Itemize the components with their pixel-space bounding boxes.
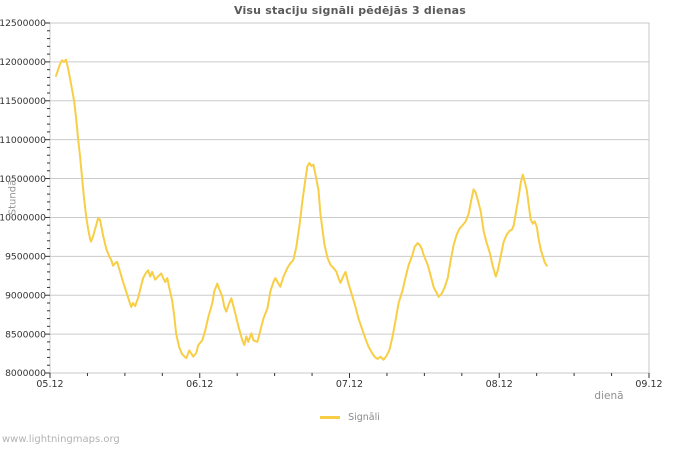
y-tick-label: 9000000 (5, 290, 46, 301)
y-axis-label: Stundā (7, 179, 19, 216)
x-tick-label: 07.12 (336, 379, 363, 390)
legend: Signāli (0, 412, 700, 423)
x-tick-label: 09.12 (635, 379, 662, 390)
lightningmaps-footer-link[interactable]: www.lightningmaps.org (2, 434, 120, 445)
y-tick-label: 11000000 (0, 135, 46, 146)
y-tick-label: 8500000 (5, 329, 46, 340)
y-tick-label: 12000000 (0, 57, 46, 68)
y-tick-label: 12500000 (0, 18, 46, 29)
y-tick-label: 10500000 (0, 174, 46, 185)
legend-line-swatch-icon (320, 416, 341, 419)
page-title: Visu staciju signāli pēdējās 3 dienas (233, 4, 467, 17)
legend-label: Signāli (348, 412, 380, 423)
x-axis-label: dienā (594, 390, 624, 402)
y-tick-label: 8000000 (5, 368, 46, 379)
y-tick-label: 9500000 (5, 252, 46, 263)
signals-series-line (55, 58, 548, 361)
plot-border (49, 22, 650, 374)
x-tick-label: 08.12 (486, 379, 513, 390)
y-tick-label: 10000000 (0, 213, 46, 224)
x-tick-label: 05.12 (36, 379, 63, 390)
x-tick-label: 06.12 (186, 379, 213, 390)
y-tick-label: 11500000 (0, 96, 46, 107)
